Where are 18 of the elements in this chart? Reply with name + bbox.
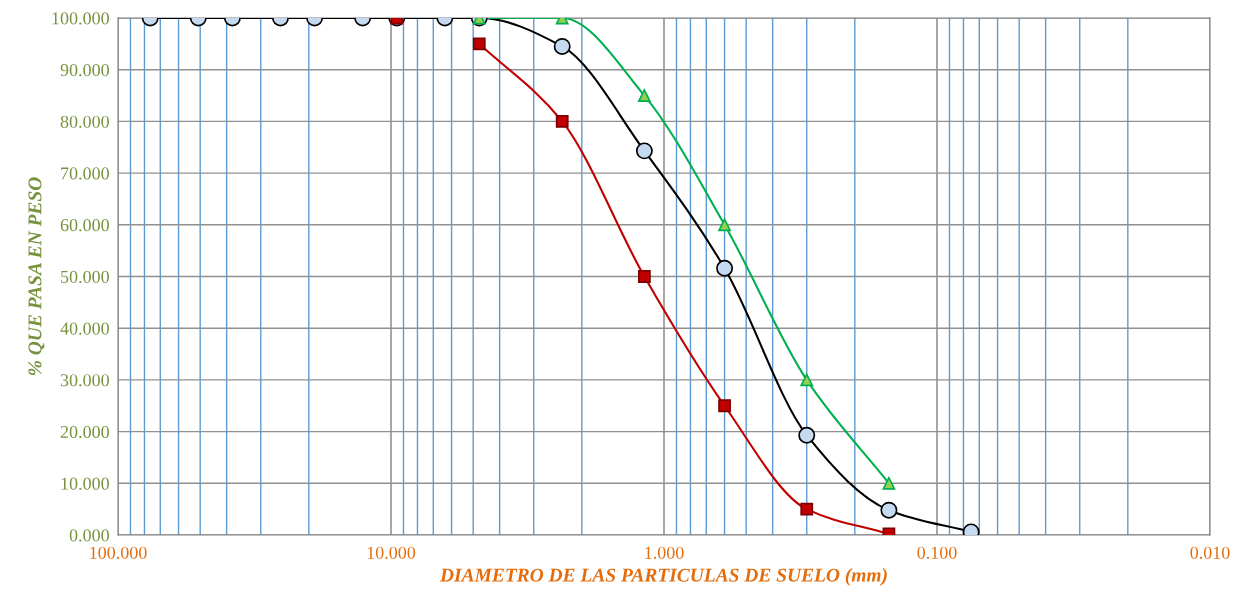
y-tick-label: 80.000 bbox=[60, 115, 109, 128]
y-tick-label: 70.000 bbox=[61, 167, 109, 180]
y-tick-label: 30.000 bbox=[60, 374, 109, 387]
x-tick-label: 10.000 bbox=[367, 546, 416, 559]
y-tick-label: 60.000 bbox=[60, 219, 109, 232]
y-tick-label: 40.000 bbox=[60, 322, 109, 335]
x-tick-label: 1.000 bbox=[645, 546, 684, 559]
y-tick-label: 50.000 bbox=[61, 270, 109, 284]
y-axis-title: % QUE PASA EN PESO bbox=[28, 177, 45, 376]
x-tick-label: 0.100 bbox=[917, 546, 957, 559]
y-tick-label: 90.000 bbox=[60, 63, 109, 77]
y-tick-label: 100.000 bbox=[52, 12, 109, 25]
x-axis-title: DIAMETRO DE LAS PARTICULAS DE SUELO (mm) bbox=[439, 568, 887, 586]
x-tick-label: 0.010 bbox=[1190, 546, 1230, 559]
y-tick-label: 10.000 bbox=[61, 477, 109, 490]
x-tick-label: 100.000 bbox=[90, 546, 147, 559]
y-tick-label: 20.000 bbox=[60, 425, 109, 439]
y-tick-label: 0.000 bbox=[69, 529, 109, 542]
